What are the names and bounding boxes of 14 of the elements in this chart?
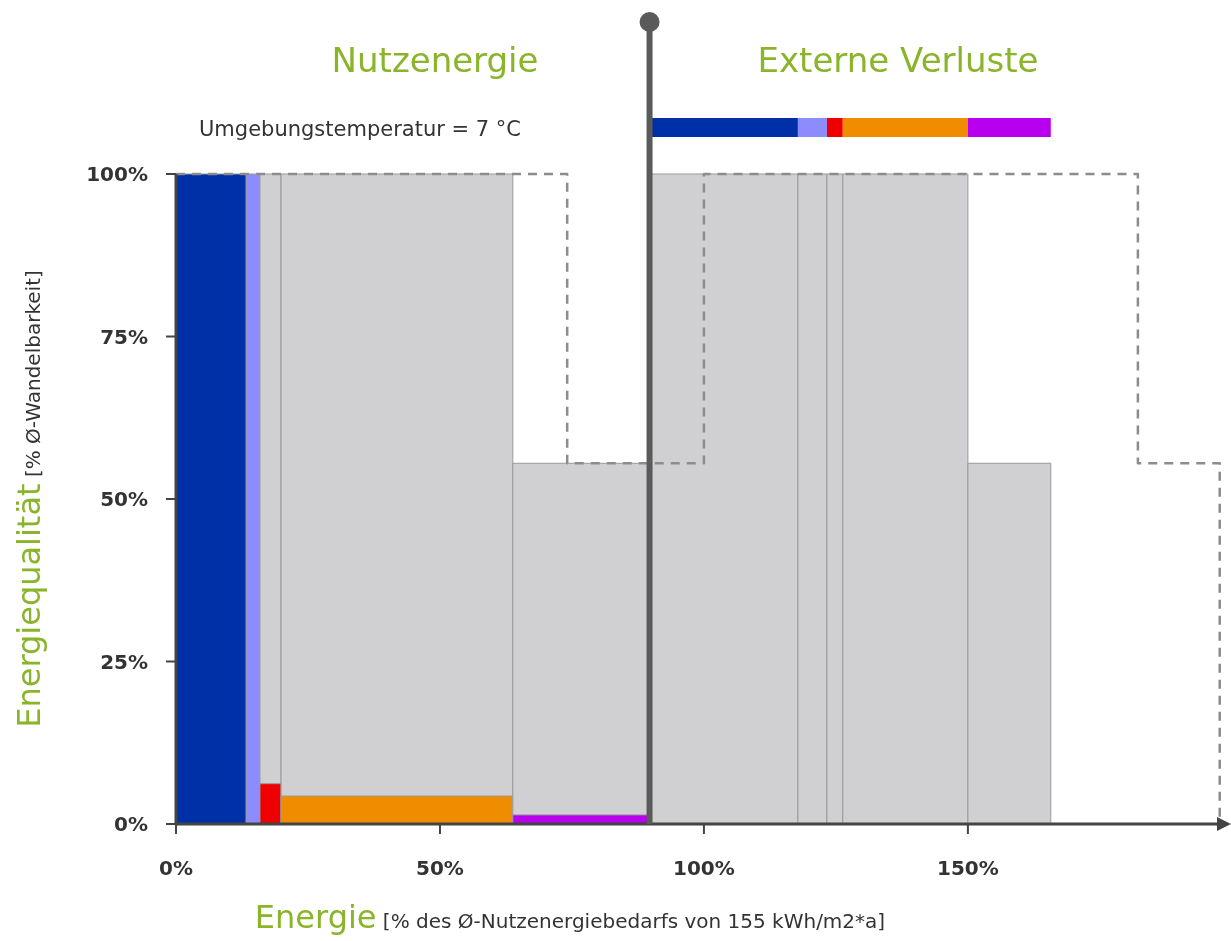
y-axis-title: Energiequalität [% Ø-Wandelbarkeit] bbox=[10, 270, 48, 728]
y-tick-label: 50% bbox=[100, 487, 148, 511]
y-tick-label: 25% bbox=[100, 649, 148, 674]
x-tick-label: 150% bbox=[937, 856, 999, 880]
x-tick-label: 50% bbox=[416, 856, 464, 880]
text: Externe Verluste bbox=[757, 40, 1039, 80]
x-tick-label: 100% bbox=[673, 856, 735, 880]
text: Umgebungstemperatur = 7 °C bbox=[199, 117, 521, 141]
text: Nutzenergie bbox=[331, 40, 539, 80]
y-tick-label: 100% bbox=[86, 162, 148, 186]
x-axis-title: Energie [% des Ø-Nutzenergiebedarfs von 155 kWh/m2*a] bbox=[254, 898, 886, 936]
x-tick-label: 0% bbox=[159, 856, 193, 880]
y-tick-label: 0% bbox=[114, 812, 148, 836]
y-tick-label: 75% bbox=[100, 324, 148, 349]
